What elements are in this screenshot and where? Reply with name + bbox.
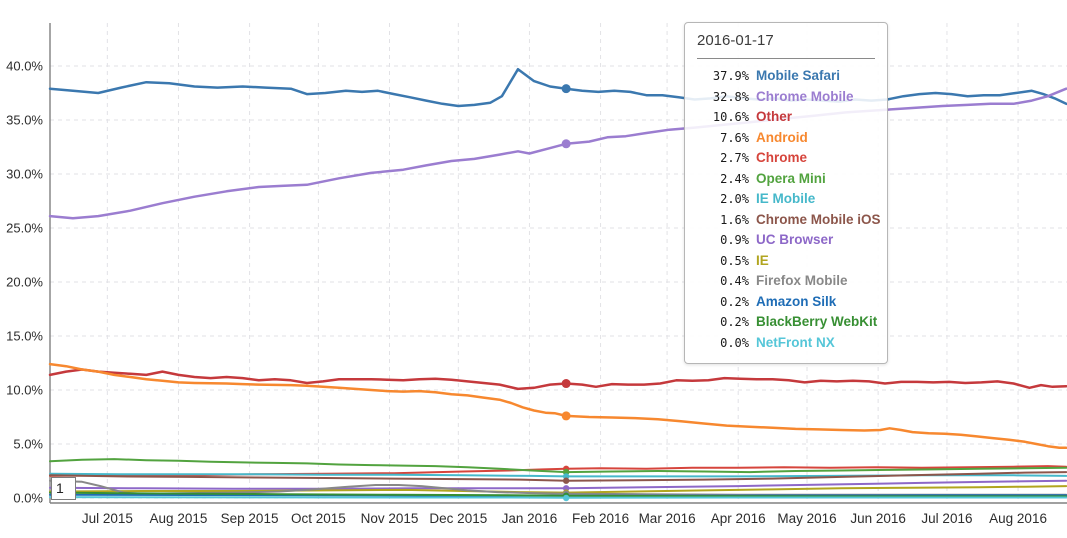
- tooltip-series-name: Firefox Mobile: [756, 273, 848, 288]
- series-line-blackberry-webkit[interactable]: [49, 491, 1067, 498]
- series-line-other[interactable]: [48, 368, 1067, 391]
- y-axis-tick-label: 5.0%: [13, 437, 43, 452]
- tooltip-row: 32.8% Chrome Mobile: [697, 87, 875, 108]
- y-axis-tick-label: 20.0%: [6, 275, 43, 290]
- x-axis-tick-label: Mar 2016: [639, 511, 696, 526]
- series-line-netfront-nx[interactable]: [49, 496, 1067, 499]
- x-axis-tick-label: Aug 2016: [989, 511, 1047, 526]
- x-axis-tick-label: Jun 2016: [850, 511, 906, 526]
- tooltip-series-name: Opera Mini: [756, 170, 826, 186]
- tooltip-value: 37.9%: [712, 69, 749, 83]
- tooltip-series-name: IE: [756, 252, 769, 268]
- tooltip-series-name: IE Mobile: [756, 191, 816, 206]
- y-axis-tick-label: 25.0%: [6, 221, 43, 236]
- tooltip-value: 0.2%: [720, 294, 749, 309]
- tooltip-value: 2.0%: [720, 192, 749, 206]
- y-axis-tick-label: 15.0%: [6, 329, 43, 344]
- tooltip-series-name: BlackBerry WebKit: [756, 314, 878, 329]
- x-axis-tick-label: Nov 2015: [361, 511, 419, 526]
- tooltip-row: 2.4% Opera Mini: [697, 169, 875, 190]
- x-axis-tick-label: Jul 2016: [921, 511, 972, 526]
- tooltip-value: 0.9%: [720, 233, 749, 247]
- tooltip-value: 0.4%: [720, 274, 749, 288]
- tooltip-row: 0.2% Amazon Silk: [697, 292, 875, 313]
- y-axis-tick-label: 10.0%: [6, 383, 43, 398]
- series-line-chrome-mobile[interactable]: [48, 87, 1067, 220]
- y-axis-tick-label: 40.0%: [6, 59, 43, 74]
- tooltip-series-name: Chrome Mobile: [756, 88, 854, 104]
- tooltip-row: 0.5% IE: [697, 251, 875, 272]
- tooltip-series-name: Mobile Safari: [756, 68, 841, 83]
- selected-point-chrome-mobile: [561, 139, 571, 149]
- series-line-mobile-safari[interactable]: [48, 67, 1067, 108]
- tooltip-row: 7.6% Android: [697, 128, 875, 149]
- tooltip-series-name: Android: [756, 129, 808, 145]
- tooltip-row: 0.0% NetFront NX: [697, 333, 875, 354]
- tooltip-value: 1.6%: [720, 212, 749, 227]
- tooltip-value: 7.6%: [720, 130, 749, 145]
- hover-tooltip: 2016-01-17 37.9% Mobile Safari 32.8% Chrome…: [684, 22, 888, 364]
- x-axis-tick-label: Feb 2016: [572, 511, 629, 526]
- tooltip-row: 0.9% UC Browser: [697, 230, 875, 251]
- tooltip-value: 2.4%: [720, 171, 749, 186]
- tooltip-row: 2.0% IE Mobile: [697, 189, 875, 210]
- x-axis-tick-label: Aug 2015: [150, 511, 208, 526]
- x-axis-tick-label: Apr 2016: [711, 511, 766, 526]
- y-axis-tick-label: 30.0%: [6, 167, 43, 182]
- y-axis-tick-label: 35.0%: [6, 113, 43, 128]
- tooltip-series-name: UC Browser: [756, 232, 834, 247]
- tooltip-value: 2.7%: [720, 151, 749, 165]
- series-line-opera-mini[interactable]: [49, 458, 1067, 474]
- series-line-android[interactable]: [48, 362, 1067, 450]
- tooltip-row: 1.6% Chrome Mobile iOS: [697, 210, 880, 231]
- tooltip-date: 2016-01-17: [697, 32, 875, 59]
- tooltip-value: 32.8%: [712, 89, 749, 104]
- tooltip-series-name: Chrome Mobile iOS: [756, 211, 881, 227]
- tooltip-row: 37.9% Mobile Safari: [697, 66, 875, 87]
- selected-point-other: [561, 379, 571, 389]
- x-axis-tick-label: May 2016: [777, 511, 836, 526]
- tooltip-series-name: NetFront NX: [756, 334, 835, 350]
- selected-point-mobile-safari: [561, 84, 571, 94]
- tooltip-series-name: Amazon Silk: [756, 293, 837, 309]
- x-axis-tick-label: Jan 2016: [502, 511, 558, 526]
- tooltip-rows: 37.9% Mobile Safari 32.8% Chrome Mobile 10.6…: [697, 66, 881, 354]
- tooltip-value: 0.5%: [720, 253, 749, 268]
- tooltip-value: 0.0%: [720, 335, 749, 350]
- tooltip-row: 0.2% BlackBerry WebKit: [697, 312, 878, 333]
- tooltip-series-name: Other: [756, 109, 793, 124]
- selected-point-chrome-mobile-ios: [562, 477, 570, 484]
- x-axis-tick-label: Oct 2015: [291, 511, 346, 526]
- x-axis-tick-label: Dec 2015: [429, 511, 487, 526]
- selected-point-netfront-nx: [562, 494, 570, 502]
- x-axis-tick-label: Jul 2015: [82, 511, 133, 526]
- x-axis-tick-label: Sep 2015: [221, 511, 279, 526]
- tooltip-row: 2.7% Chrome: [697, 148, 875, 169]
- y-axis-tick-label: 0.0%: [13, 491, 43, 506]
- tooltip-value: 0.2%: [720, 315, 749, 329]
- tooltip-row: 0.4% Firefox Mobile: [697, 271, 875, 292]
- tooltip-value: 10.6%: [712, 110, 749, 124]
- annotation-marker[interactable]: 1: [51, 477, 76, 500]
- tooltip-row: 10.6% Other: [697, 107, 875, 128]
- tooltip-series-name: Chrome: [756, 150, 808, 165]
- selected-point-android: [561, 411, 571, 421]
